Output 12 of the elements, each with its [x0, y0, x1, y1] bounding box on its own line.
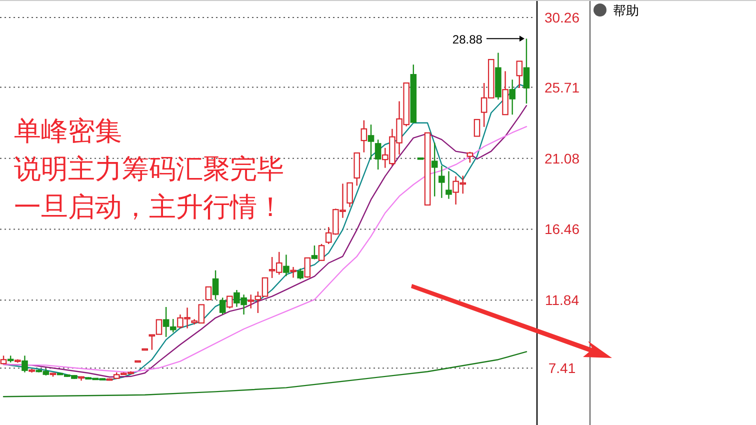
y-tick-label: 7.41 [548, 360, 576, 376]
y-tick-label: 11.84 [545, 292, 580, 308]
annotation: 说明主力筹码汇聚完毕 [14, 154, 284, 184]
y-tick-label: 16.46 [544, 221, 580, 238]
annotation: 一旦启动，主升行情！ [14, 192, 284, 222]
y-tick-label: 21.08 [544, 150, 580, 166]
y-tick-label: 30.26 [544, 9, 580, 26]
annotation: 28.88 [452, 32, 483, 47]
y-tick-label: 25.71 [544, 79, 580, 96]
text: 帮助 [613, 3, 639, 18]
line-series [2, 351, 528, 398]
annotation: 单峰密集 [14, 116, 122, 146]
